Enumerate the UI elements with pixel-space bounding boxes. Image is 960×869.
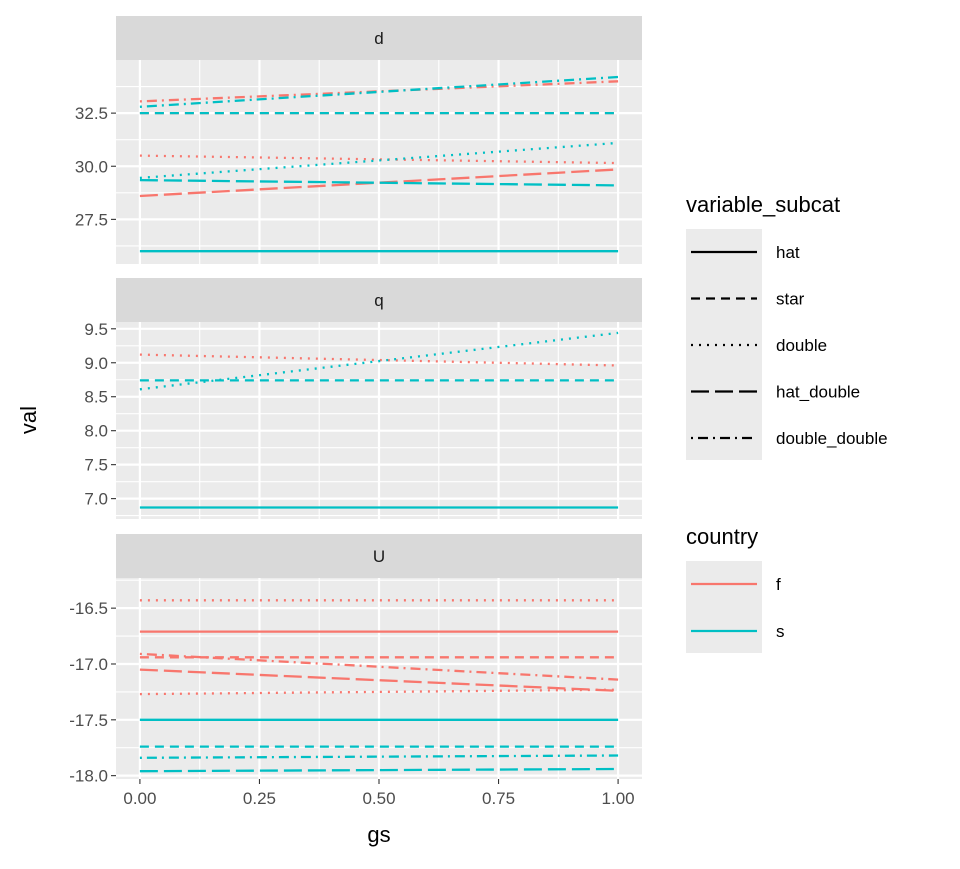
legend-key-background [686, 561, 762, 653]
series-line-f-dotdash [139, 652, 619, 681]
x-tick-label: 0.25 [243, 789, 276, 808]
x-tick-label: 0.00 [123, 789, 156, 808]
y-tick-label: 8.0 [84, 422, 108, 441]
x-axis-title: gs [367, 822, 390, 847]
x-tick-label: 0.50 [362, 789, 395, 808]
facet-panels: d 27.5 30.0 32.5 q 7.0 7.5 8.0 8.5 9.0 9.5 U -18.0 -1… [69, 16, 642, 786]
y-tick-label: -17.5 [69, 711, 108, 730]
y-tick-label: -16.5 [69, 599, 108, 618]
y-tick-label: -17.0 [69, 655, 108, 674]
legend-label: star [776, 290, 805, 309]
facet-strip [116, 16, 642, 60]
facet-strip [116, 278, 642, 322]
series-line-f-longdash [139, 168, 619, 198]
facet-d: d 27.5 30.0 32.5 [75, 16, 642, 264]
y-tick-label: 32.5 [75, 104, 108, 123]
series-line-f-longdash [139, 668, 619, 692]
y-tick-label: -18.0 [69, 767, 108, 786]
legend-title: country [686, 524, 758, 549]
facet-q: q 7.0 7.5 8.0 8.5 9.0 9.5 [84, 278, 642, 519]
legend-title: variable_subcat [686, 192, 840, 217]
x-axis: 0.00 0.25 0.50 0.75 1.00 [123, 779, 635, 808]
legend-label: hat_double [776, 383, 860, 402]
series-line-s-dotted [139, 331, 619, 391]
series-line-f-dotdash [139, 80, 619, 103]
y-axis-title: val [16, 406, 41, 434]
x-tick-label: 1.00 [602, 789, 635, 808]
facet-strip-label: d [374, 29, 383, 48]
series-line-s-longdash [139, 767, 619, 773]
y-tick-label: 30.0 [75, 157, 108, 176]
legend-label: double_double [776, 429, 888, 448]
facet-U: U -18.0 -17.5 -17.0 -16.5 [69, 534, 642, 786]
legend-label: hat [776, 243, 800, 262]
facet-strip [116, 534, 642, 578]
facet-strip-label: U [373, 547, 385, 566]
x-tick-label: 0.75 [482, 789, 515, 808]
legend-label: s [776, 622, 785, 641]
legend-label: f [776, 575, 781, 594]
series-line-s-dotdash [139, 754, 619, 759]
y-tick-label: 7.5 [84, 456, 108, 475]
y-tick-label: 9.5 [84, 320, 108, 339]
series-line-s-dotdash [139, 75, 619, 108]
series-line-s-longdash [139, 178, 619, 187]
y-tick-label: 9.0 [84, 354, 108, 373]
legend-country: country f s [686, 524, 785, 653]
y-tick-label: 8.5 [84, 388, 108, 407]
y-tick-label: 7.0 [84, 490, 108, 509]
facet-strip-label: q [374, 291, 383, 310]
y-tick-label: 27.5 [75, 210, 108, 229]
legend-label: double [776, 336, 827, 355]
